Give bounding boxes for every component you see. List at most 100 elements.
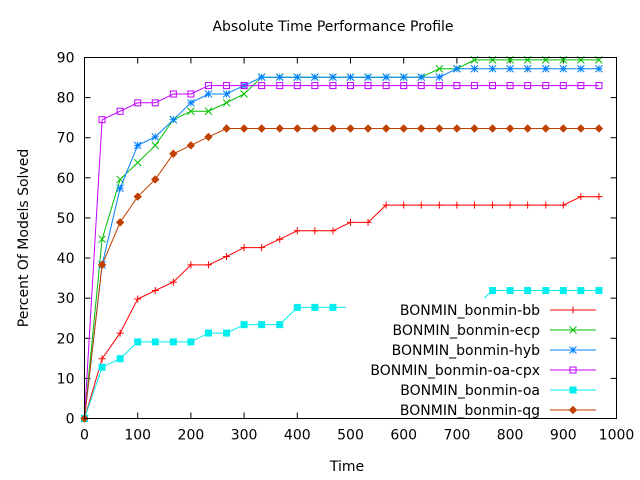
data-point xyxy=(293,73,302,82)
x-tick-label: 0 xyxy=(80,428,89,444)
data-point xyxy=(577,287,585,295)
x-tick-label: 500 xyxy=(337,428,364,444)
data-point xyxy=(151,141,160,150)
data-point xyxy=(400,82,408,90)
legend-label: BONMIN_bonmin-oa xyxy=(400,383,540,399)
data-point xyxy=(488,64,497,73)
data-point xyxy=(98,116,106,124)
legend-item: BONMIN_bonmin-bb xyxy=(400,303,596,319)
data-point xyxy=(240,321,248,329)
data-point xyxy=(399,124,408,133)
x-tick-label: 600 xyxy=(390,428,417,444)
data-point xyxy=(204,329,212,337)
data-point xyxy=(559,201,567,209)
data-point xyxy=(223,329,231,337)
data-point xyxy=(329,82,337,90)
x-tick-label: 100 xyxy=(124,428,151,444)
data-point xyxy=(169,278,177,286)
series-BONMIN_bonmin-bb xyxy=(81,193,603,422)
data-point xyxy=(435,64,444,73)
data-point xyxy=(470,124,479,133)
data-point xyxy=(364,82,372,90)
data-point xyxy=(275,124,284,133)
data-point xyxy=(169,90,177,98)
data-point xyxy=(311,303,319,311)
data-point xyxy=(204,82,212,90)
data-point xyxy=(204,90,213,98)
data-point xyxy=(223,252,231,260)
data-point xyxy=(523,124,532,133)
legend-marker xyxy=(569,386,577,394)
series-BONMIN_bonmin-oa-cpx xyxy=(81,82,603,422)
data-point xyxy=(346,124,355,133)
data-point xyxy=(329,73,337,82)
data-point xyxy=(435,201,443,209)
y-tick-label: 30 xyxy=(57,291,75,307)
data-point xyxy=(524,201,532,209)
data-point xyxy=(311,73,319,82)
data-point xyxy=(506,287,514,295)
data-point xyxy=(134,99,142,107)
data-point xyxy=(134,295,142,303)
data-point xyxy=(577,193,585,201)
x-tick-label: 1000 xyxy=(599,428,635,444)
data-point xyxy=(559,287,567,295)
data-point xyxy=(151,287,159,295)
data-point xyxy=(382,82,390,90)
data-point xyxy=(595,82,603,90)
data-point xyxy=(417,124,426,133)
data-point xyxy=(258,244,266,252)
data-point xyxy=(399,73,408,82)
legend-item: BONMIN_bonmin-qg xyxy=(400,403,596,419)
legend-label: BONMIN_bonmin-oa-cpx xyxy=(370,363,540,379)
data-point xyxy=(524,82,532,90)
legend-background xyxy=(346,298,606,422)
y-tick-label: 80 xyxy=(57,91,75,107)
data-point xyxy=(116,329,124,337)
data-point xyxy=(382,201,390,209)
data-point xyxy=(400,201,408,209)
data-point xyxy=(240,244,248,252)
chart-title: Absolute Time Performance Profile xyxy=(212,19,453,35)
data-point xyxy=(293,227,301,235)
data-point xyxy=(257,124,266,133)
legend-marker xyxy=(569,346,577,354)
data-point xyxy=(169,338,177,346)
data-point xyxy=(595,287,603,295)
data-point xyxy=(133,141,142,150)
data-point xyxy=(347,82,354,90)
data-point xyxy=(151,133,160,141)
y-tick-label: 20 xyxy=(57,331,75,347)
legend-marker xyxy=(569,326,577,334)
data-point xyxy=(470,64,479,73)
data-point xyxy=(240,90,248,98)
data-point xyxy=(116,184,124,193)
data-point xyxy=(435,82,443,90)
data-point xyxy=(276,235,284,243)
data-point xyxy=(542,82,550,90)
data-point xyxy=(133,158,142,167)
data-point xyxy=(311,82,319,90)
data-point xyxy=(151,338,159,346)
x-axis-label: Time xyxy=(329,459,364,475)
data-point xyxy=(151,99,159,107)
data-point xyxy=(133,192,142,201)
data-point xyxy=(453,64,461,73)
data-point xyxy=(328,124,338,133)
legend-marker xyxy=(569,306,577,314)
data-point xyxy=(542,201,550,209)
series-BONMIN_bonmin-qg xyxy=(80,124,604,423)
data-point xyxy=(559,82,567,90)
data-point xyxy=(559,64,568,73)
data-point xyxy=(293,303,301,311)
data-point xyxy=(97,260,107,270)
legend-label: BONMIN_bonmin-hyb xyxy=(392,343,540,359)
data-point xyxy=(435,124,444,133)
data-point xyxy=(293,82,301,90)
data-point xyxy=(257,73,266,82)
data-point xyxy=(222,90,231,98)
data-point xyxy=(186,141,196,150)
data-point xyxy=(204,132,213,142)
data-point xyxy=(559,124,568,133)
legend-item: BONMIN_bonmin-hyb xyxy=(392,343,596,359)
